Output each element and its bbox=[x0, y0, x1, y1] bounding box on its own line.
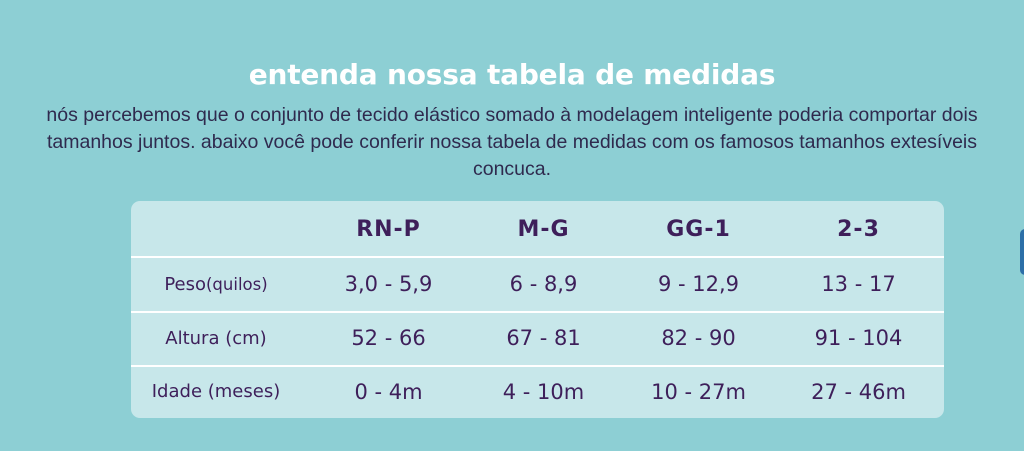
table-divider bbox=[131, 311, 944, 313]
table-cell: 4 - 10m bbox=[502, 379, 585, 404]
table-cell: 52 - 66 bbox=[351, 326, 426, 350]
table-row-peso: Peso (quilos) 3,0 - 5,9 6 - 8,9 9 - 12,9 … bbox=[131, 257, 944, 311]
table-cell: 82 - 90 bbox=[661, 326, 736, 350]
table-cell: 9 - 12,9 bbox=[657, 272, 740, 296]
header-size-gg-1: GG-1 bbox=[666, 216, 731, 242]
row-label-altura: Altura (cm) bbox=[165, 327, 267, 349]
table-cell: 91 - 104 bbox=[814, 326, 903, 350]
intro-line-1: nós percebemos que o conjunto de tecido … bbox=[46, 104, 978, 126]
edge-tab[interactable] bbox=[1020, 229, 1024, 275]
table-cell: 3,0 - 5,9 bbox=[344, 272, 433, 296]
row-label-peso: Peso (quilos) bbox=[131, 257, 301, 311]
intro-paragraph: nós percebemos que o conjunto de tecido … bbox=[0, 102, 1024, 183]
table-cell: 6 - 8,9 bbox=[509, 272, 578, 296]
table-cell: 10 - 27m bbox=[651, 379, 746, 404]
table-cell: 13 - 17 bbox=[821, 272, 896, 296]
intro-line-3: concuca. bbox=[472, 158, 552, 180]
table-divider bbox=[131, 365, 944, 367]
header-empty-cell bbox=[131, 201, 301, 257]
header-size-2-3: 2-3 bbox=[837, 216, 880, 242]
table-cell: 67 - 81 bbox=[506, 326, 581, 350]
header-size-m-g: M-G bbox=[517, 216, 570, 242]
intro-line-2: tamanhos juntos. abaixo você pode confer… bbox=[46, 131, 978, 153]
header-size-rn-p: RN-P bbox=[356, 216, 421, 242]
row-label-idade: Idade (meses) bbox=[151, 381, 281, 402]
row-label-text: Peso bbox=[164, 273, 206, 295]
row-label-unit: (quilos) bbox=[206, 274, 268, 294]
table-row-idade: Idade (meses) 0 - 4m 4 - 10m 10 - 27m 27… bbox=[131, 365, 944, 418]
table-cell: 0 - 4m bbox=[354, 379, 423, 404]
table-divider bbox=[131, 256, 944, 258]
table-header-row: RN-P M-G GG-1 2-3 bbox=[131, 201, 944, 257]
table-cell: 27 - 46m bbox=[811, 379, 906, 404]
page-title: entenda nossa tabela de medidas bbox=[248, 58, 776, 91]
size-table: RN-P M-G GG-1 2-3 Peso (quilos) 3,0 - 5,9… bbox=[131, 201, 944, 418]
table-row-altura: Altura (cm) 52 - 66 67 - 81 82 - 90 91 -… bbox=[131, 311, 944, 365]
